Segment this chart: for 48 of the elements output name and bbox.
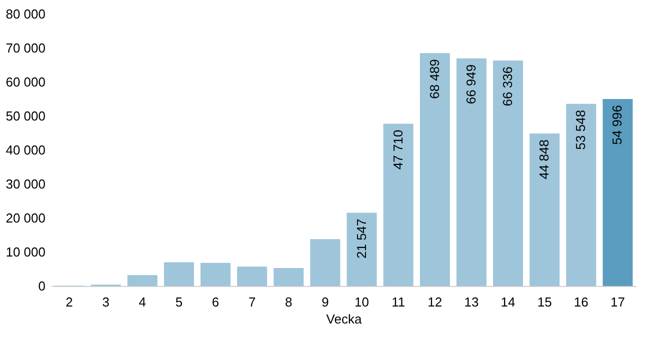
bar xyxy=(530,134,560,286)
data-label: 54 996 xyxy=(610,105,625,145)
data-label: 53 548 xyxy=(573,110,588,150)
y-tick-label: 50 000 xyxy=(6,108,46,124)
x-tick-label: 8 xyxy=(285,294,292,310)
bar xyxy=(310,239,340,286)
x-tick-label: 10 xyxy=(354,294,370,310)
y-tick-label: 30 000 xyxy=(6,176,46,192)
data-label: 47 710 xyxy=(390,130,406,170)
x-tick-label: 4 xyxy=(138,294,146,310)
bar xyxy=(237,266,268,286)
data-label: 66 949 xyxy=(463,64,478,104)
y-tick-label: 70 000 xyxy=(6,40,46,56)
bar xyxy=(383,124,414,286)
x-tick-label: 15 xyxy=(537,294,552,310)
x-tick-label: 12 xyxy=(428,294,442,310)
bar xyxy=(456,58,486,286)
x-tick-label: 13 xyxy=(464,294,479,310)
x-tick-label: 6 xyxy=(212,294,220,310)
x-tick-label: 9 xyxy=(322,294,329,310)
bar xyxy=(200,262,231,286)
y-tick-label: 0 xyxy=(38,278,46,294)
bar xyxy=(164,262,194,286)
y-tick-label: 80 000 xyxy=(6,6,46,22)
x-tick-label: 5 xyxy=(175,294,183,310)
bar xyxy=(493,60,524,286)
bar xyxy=(274,268,304,286)
y-tick-label: 60 000 xyxy=(6,74,46,90)
x-tick-label: 16 xyxy=(574,294,588,310)
data-label: 66 336 xyxy=(500,66,516,106)
x-tick-label: 2 xyxy=(66,294,73,310)
bar xyxy=(566,104,596,286)
bar xyxy=(420,53,450,286)
x-tick-label: 11 xyxy=(392,294,406,310)
x-tick-label: 17 xyxy=(610,294,625,310)
data-label: 21 547 xyxy=(354,218,369,259)
x-tick-label: 7 xyxy=(248,294,256,310)
data-label: 68 489 xyxy=(426,59,442,99)
x-tick-label: 14 xyxy=(500,294,516,310)
bar xyxy=(346,212,377,286)
bar xyxy=(602,99,633,286)
y-tick-label: 40 000 xyxy=(6,142,46,158)
x-axis-title: Vecka xyxy=(326,312,362,326)
data-label: 44 848 xyxy=(536,140,552,180)
y-tick-label: 10 000 xyxy=(6,244,46,260)
y-tick-label: 20 000 xyxy=(6,210,46,226)
x-tick-label: 3 xyxy=(102,294,110,310)
bar xyxy=(127,275,158,286)
